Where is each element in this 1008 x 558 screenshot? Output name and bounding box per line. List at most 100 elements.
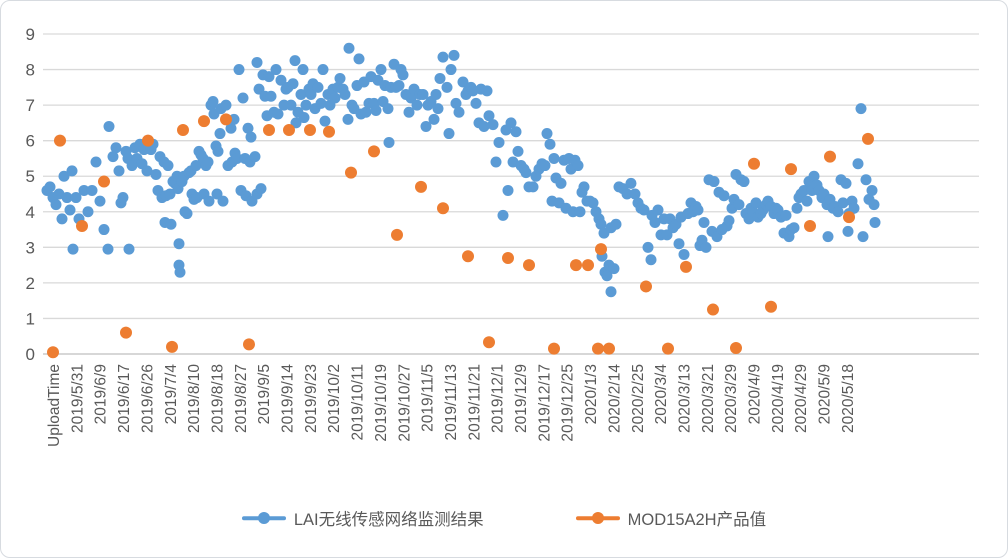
x-axis-tick-label: 2019/8/27 [233,364,250,433]
series-0-point [791,202,803,214]
x-axis-tick-label: 2019/10/2 [326,364,343,433]
series-0-point [801,195,813,207]
y-axis-tick-label: 3 [26,238,35,257]
series-1-point [730,341,742,354]
series-1-point [323,125,335,138]
series-0-point [382,103,394,115]
series-1-point [640,280,652,293]
series-0-point [852,158,864,170]
series-0-point [272,108,284,120]
series-0-point [541,128,553,140]
series-0-point [587,197,599,209]
series-0-point [315,97,327,109]
series-0-point [738,176,750,188]
x-axis-tick-label: 2019/12/17 [536,364,553,442]
x-axis-tick-label: 2020/2/25 [630,364,647,433]
series-0-point [403,106,415,118]
series-0-point [505,117,517,129]
x-axis-tick-label: 2019/10/11 [350,364,367,440]
series-0-point [539,160,551,172]
series-0-point [708,176,720,188]
series-0-point [237,92,249,104]
series-0-point [808,170,820,182]
series-0-point [692,204,704,216]
series-1-point [662,342,674,355]
series-0-point [487,119,499,131]
series-1-point [748,157,760,170]
series-0-point [860,174,872,186]
series-0-point [855,103,867,115]
series-0-point [437,51,449,63]
series-1-point [707,303,719,316]
series-0-point [181,208,193,220]
series-0-point [214,128,226,140]
series-1-point [243,338,255,351]
series-1-point [570,259,582,272]
series-1-point [804,220,816,232]
series-0-point [502,184,514,196]
series-0-point [82,206,94,218]
series-0-point [750,197,762,209]
series-0-point [173,238,185,250]
series-0-point [397,69,409,81]
series-0-point [375,64,387,76]
x-axis-tick-label: 2019/11/21 [466,364,483,440]
series-0-point [869,216,881,228]
series-0-point [428,113,440,125]
x-axis-tick-label: 2020/1/3 [583,364,600,424]
series-0-point [141,165,153,177]
series-0-point [842,225,854,237]
series-0-point [113,165,125,177]
series-1-point [548,342,560,355]
series-1-point [142,134,154,147]
series-0-point [578,181,590,193]
series-0-point [56,213,68,225]
series-0-point [329,92,341,104]
series-0-point [270,64,282,76]
series-0-point [832,206,844,218]
x-axis-tick-label: 2019/8/18 [209,364,226,433]
series-1-point [345,166,357,179]
series-0-point [231,152,243,164]
series-0-point [64,204,76,216]
series-1-point [824,150,836,163]
series-0-point [70,192,82,204]
series-0-point [574,206,586,218]
series-0-point [443,128,455,140]
series-1-point [166,340,178,353]
y-axis-tick-label: 2 [26,274,35,293]
series-1-point [177,124,189,136]
series-0-point [798,184,810,196]
series-0-point [298,112,310,124]
x-axis-tick-label: 2019/9/14 [280,364,297,433]
y-axis-tick-label: 7 [26,96,35,115]
series-0-point [527,181,539,193]
series-0-point [207,96,219,108]
series-0-point [621,188,633,200]
x-axis-tick-label: 2019/12/9 [513,364,530,433]
series-0-point [94,195,106,207]
series-1-point [462,250,474,263]
x-axis-tick-label: 2020/3/21 [700,364,717,433]
series-0-point [595,218,607,230]
x-axis-tick-label: 2020/4/29 [793,364,810,433]
series-0-point [638,204,650,216]
series-0-point [417,88,429,100]
series-1-point [502,252,514,264]
series-0-point [652,204,664,216]
series-0-point [453,106,465,118]
series-0-point [98,224,110,236]
series-0-point [848,202,860,214]
series-0-point [150,168,162,180]
series-0-point [698,216,710,228]
series-1-point [220,113,232,126]
series-0-point [174,266,186,278]
series-1-point [368,145,380,158]
series-1-point [582,259,594,272]
series-0-point [544,138,556,150]
series-0-point [441,81,453,93]
x-axis-tick-label: 2019/9/23 [303,364,320,433]
series-1-point [283,124,295,136]
series-1-point [843,211,855,224]
series-0-point [66,165,78,177]
